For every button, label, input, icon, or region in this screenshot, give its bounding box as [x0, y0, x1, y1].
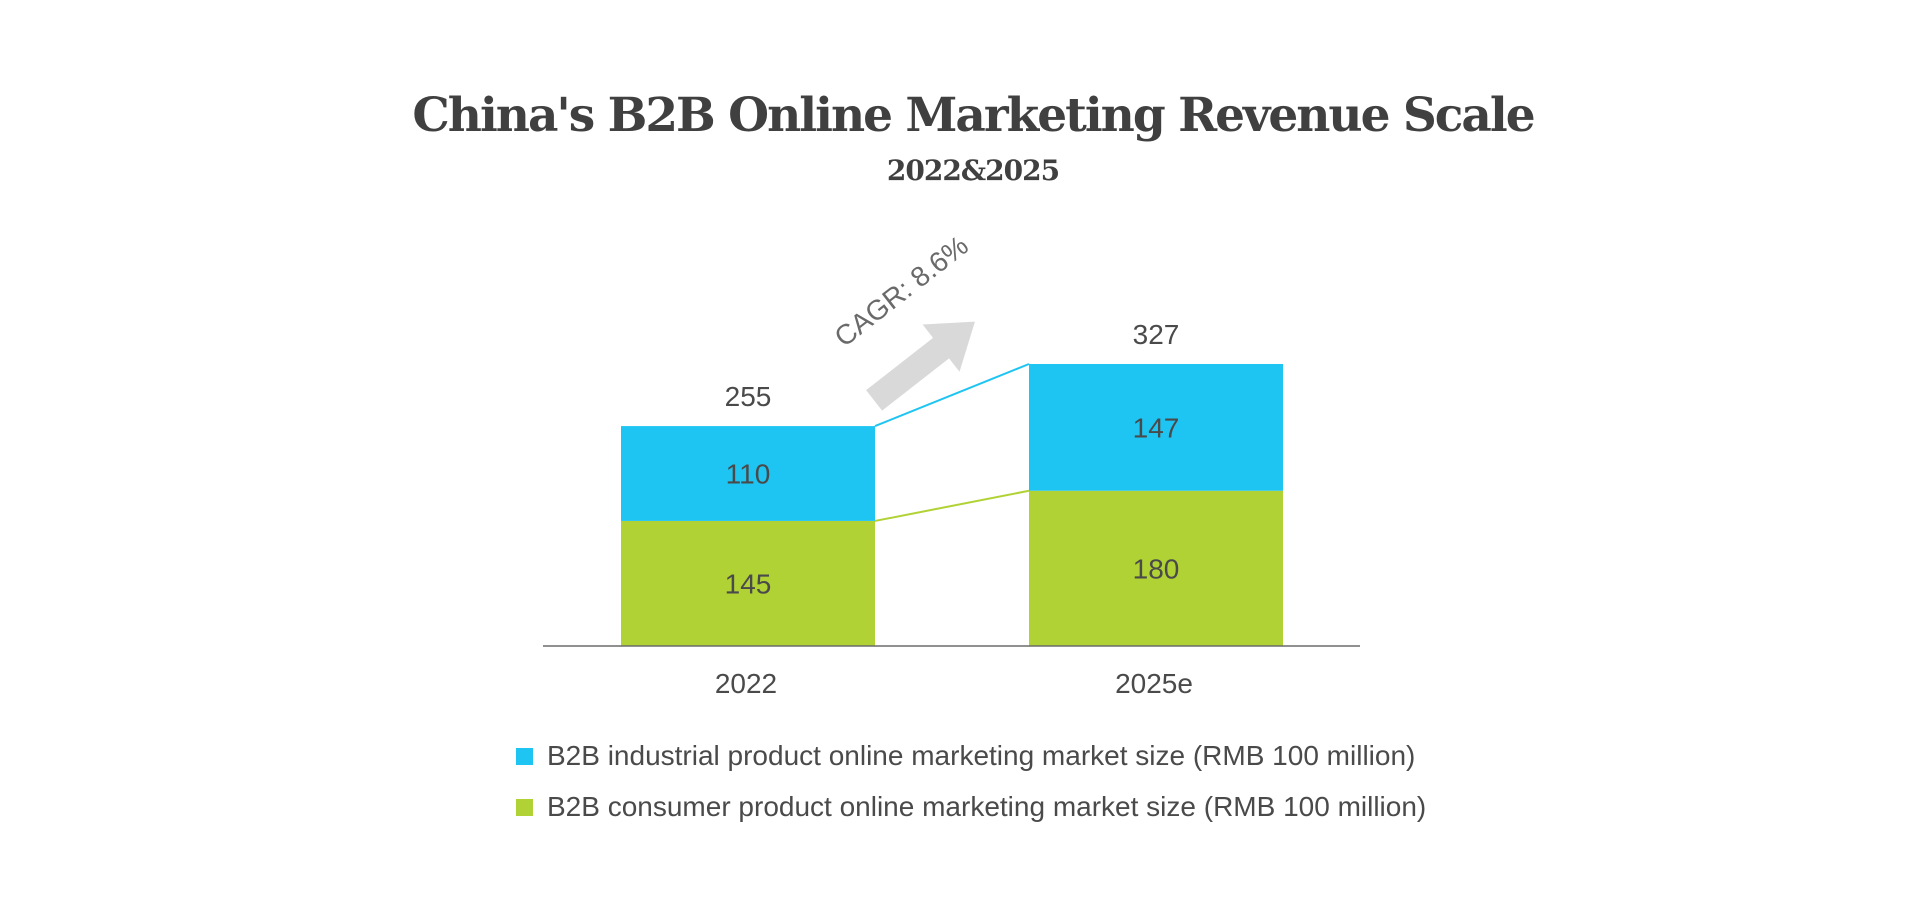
chart-subtitle: 2022&2025	[886, 154, 1060, 187]
legend-swatch-industrial	[516, 747, 533, 765]
legend-label-industrial: B2B industrial product online marketing …	[547, 740, 1416, 771]
legend-item-consumer: B2B consumer product online marketing ma…	[516, 791, 1426, 823]
bar-consumer-2022	[621, 520, 875, 646]
bar-industrial-2025e	[1029, 363, 1283, 491]
legend-swatch-consumer	[516, 798, 533, 816]
data-label-industrial-2025e: 147	[1133, 412, 1180, 443]
bar-industrial-2022	[621, 426, 875, 521]
connector-consumer	[874, 489, 1030, 522]
cagr-arrow-shape	[866, 321, 975, 411]
total-label-2022: 255	[725, 381, 772, 412]
x-tick-label-2025e: 2025e	[1115, 668, 1193, 699]
legend-label-consumer: B2B consumer product online marketing ma…	[547, 791, 1427, 822]
total-label-2025e: 327	[1133, 319, 1180, 350]
data-label-consumer-2025e: 180	[1133, 553, 1180, 584]
connector-industrial	[874, 363, 1030, 428]
bar-consumer-2025e	[1029, 490, 1283, 646]
cagr-arrow-icon	[866, 321, 975, 411]
data-label-consumer-2022: 145	[725, 568, 772, 599]
data-label-industrial-2022: 110	[726, 459, 771, 490]
x-tick-label-2022: 2022	[715, 668, 777, 699]
chart-title: China's B2B Online Marketing Revenue Sca…	[412, 88, 1535, 143]
legend-item-industrial: B2B industrial product online marketing …	[516, 740, 1415, 772]
